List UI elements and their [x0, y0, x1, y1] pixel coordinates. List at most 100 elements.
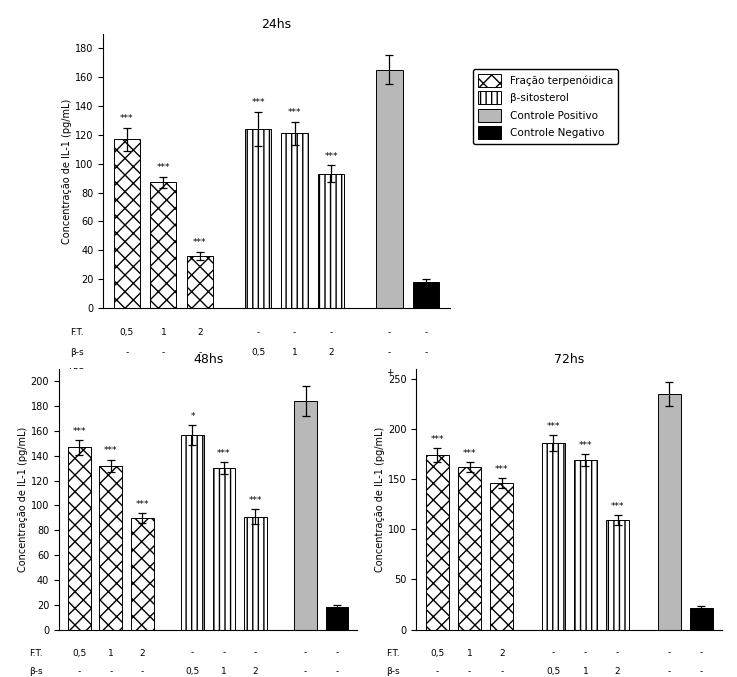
- Bar: [490, 483, 513, 630]
- Text: +: +: [385, 368, 393, 376]
- Text: ***: ***: [430, 435, 444, 444]
- Text: 0,5: 0,5: [430, 649, 444, 657]
- Text: -: -: [668, 649, 671, 657]
- Bar: [294, 401, 317, 630]
- Text: -: -: [304, 649, 307, 657]
- Bar: [244, 517, 267, 630]
- Text: ***: ***: [611, 502, 624, 511]
- Text: 1: 1: [221, 668, 227, 676]
- Text: -: -: [388, 328, 391, 337]
- Text: *: *: [190, 412, 195, 420]
- Text: -: -: [223, 649, 226, 657]
- Bar: [282, 133, 308, 308]
- Bar: [181, 435, 204, 630]
- Bar: [458, 467, 481, 630]
- Text: ***: ***: [324, 152, 338, 160]
- Text: 1: 1: [292, 348, 298, 357]
- Text: 0,5: 0,5: [251, 348, 265, 357]
- Bar: [186, 256, 213, 308]
- Text: 2: 2: [139, 649, 145, 657]
- Bar: [690, 607, 713, 630]
- Text: ***: ***: [193, 238, 206, 247]
- Text: ***: ***: [546, 422, 560, 431]
- Y-axis label: Concentração de IL-1 (pg/mL): Concentração de IL-1 (pg/mL): [18, 427, 28, 572]
- Text: 0,5: 0,5: [186, 668, 200, 676]
- Text: 0,5: 0,5: [72, 649, 86, 657]
- Text: 2: 2: [253, 668, 258, 676]
- Bar: [377, 70, 402, 308]
- Text: -: -: [425, 328, 427, 337]
- Text: 1: 1: [467, 649, 472, 657]
- Bar: [413, 282, 439, 308]
- Y-axis label: Concentração de IL-1 (pg/mL): Concentração de IL-1 (pg/mL): [375, 427, 385, 572]
- Y-axis label: Concentração de IL-1 (pg/mL): Concentração de IL-1 (pg/mL): [62, 98, 72, 244]
- Text: ***: ***: [73, 427, 86, 435]
- Text: -: -: [293, 328, 296, 337]
- Text: -: -: [141, 668, 144, 676]
- Text: +: +: [123, 368, 130, 376]
- Text: -: -: [616, 649, 619, 657]
- Bar: [657, 394, 681, 630]
- Text: -: -: [256, 328, 259, 337]
- Text: +: +: [254, 368, 262, 376]
- Text: LPS: LPS: [68, 368, 84, 376]
- Title: 48hs: 48hs: [193, 353, 223, 366]
- Text: ***: ***: [156, 163, 170, 173]
- Text: ***: ***: [120, 114, 133, 123]
- Bar: [574, 460, 597, 630]
- Text: F.T.: F.T.: [29, 649, 43, 657]
- Text: ***: ***: [251, 98, 265, 108]
- Title: 72hs: 72hs: [554, 353, 584, 366]
- Text: ***: ***: [217, 449, 231, 458]
- Text: +: +: [327, 368, 335, 376]
- Text: -: -: [551, 649, 555, 657]
- Text: -: -: [304, 668, 307, 676]
- Text: -: -: [388, 348, 391, 357]
- Text: -: -: [78, 668, 81, 676]
- Text: ***: ***: [248, 496, 262, 505]
- Text: -: -: [125, 348, 128, 357]
- Text: 2: 2: [328, 348, 334, 357]
- Text: +: +: [196, 368, 203, 376]
- Text: -: -: [109, 668, 113, 676]
- Text: 2: 2: [615, 668, 621, 676]
- Text: 0,5: 0,5: [119, 328, 134, 337]
- Text: F.T.: F.T.: [71, 328, 84, 337]
- Text: ***: ***: [288, 108, 301, 118]
- Title: 24hs: 24hs: [262, 18, 291, 31]
- Text: 2: 2: [499, 649, 505, 657]
- Text: -: -: [668, 668, 671, 676]
- Bar: [426, 455, 449, 630]
- Text: -: -: [468, 668, 471, 676]
- Bar: [606, 521, 629, 630]
- Text: -: -: [198, 348, 201, 357]
- Text: β-s: β-s: [29, 668, 43, 676]
- Text: -: -: [584, 649, 587, 657]
- Bar: [113, 139, 140, 308]
- Text: 2: 2: [197, 328, 203, 337]
- Text: +: +: [291, 368, 298, 376]
- Text: -: -: [335, 668, 338, 676]
- Bar: [542, 443, 565, 630]
- Bar: [68, 447, 91, 630]
- Bar: [150, 183, 176, 308]
- Text: -: -: [329, 328, 332, 337]
- Bar: [99, 466, 122, 630]
- Text: ***: ***: [579, 441, 593, 450]
- Text: -: -: [161, 348, 165, 357]
- Text: -: -: [254, 649, 257, 657]
- Text: -: -: [500, 668, 503, 676]
- Bar: [326, 607, 349, 630]
- Text: 1: 1: [108, 649, 113, 657]
- Text: β-s: β-s: [386, 668, 399, 676]
- Text: -: -: [699, 668, 703, 676]
- Legend: Fração terpenóidica, β-sitosterol, Controle Positivo, Controle Negativo: Fração terpenóidica, β-sitosterol, Contr…: [473, 69, 618, 144]
- Text: 1: 1: [582, 668, 588, 676]
- Text: ***: ***: [136, 500, 149, 509]
- Text: -: -: [436, 668, 439, 676]
- Text: 0,5: 0,5: [546, 668, 560, 676]
- Text: ***: ***: [104, 446, 118, 456]
- Text: β-s: β-s: [71, 348, 84, 357]
- Text: -: -: [699, 649, 703, 657]
- Text: 1: 1: [161, 328, 167, 337]
